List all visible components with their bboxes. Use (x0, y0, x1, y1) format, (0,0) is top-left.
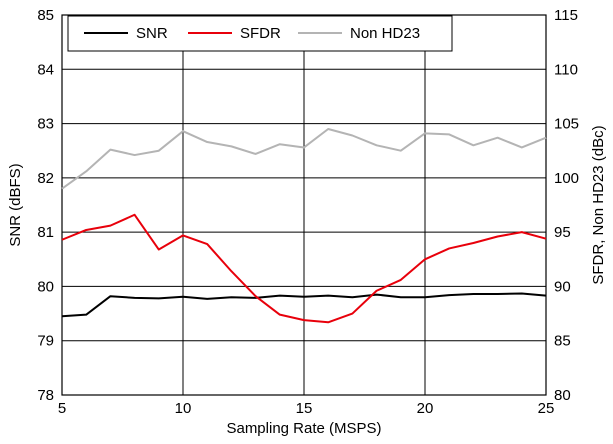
legend: SNR SFDR Non HD23 (67, 15, 453, 52)
y-left-tick-label: 81 (37, 224, 54, 241)
grid (61, 14, 547, 396)
series-lines (61, 128, 547, 324)
x-tick-label: 20 (417, 400, 434, 417)
legend-label-sfdr: SFDR (240, 25, 281, 42)
y-left-tick-label: 82 (37, 170, 54, 187)
axis-ticks: 78 79 80 81 82 83 84 85 80 85 90 95 100 105 110 115 5 10 1… (37, 7, 579, 417)
y-right-tick-label: 95 (554, 224, 571, 241)
y-left-tick-label: 80 (37, 278, 54, 295)
series-line-snr (61, 292, 547, 318)
legend-label-non-hd23: Non HD23 (350, 25, 420, 42)
y-right-tick-label: 100 (554, 170, 579, 187)
series-line-non-hd23 (61, 128, 547, 190)
y-left-tick-label: 85 (37, 7, 54, 24)
y-left-tick-label: 83 (37, 116, 54, 133)
y-left-tick-label: 84 (37, 61, 54, 78)
y-axis-right-title: SFDR, Non HD23 (dBc) (590, 125, 607, 284)
y-axis-left-title: SNR (dBFS) (7, 163, 24, 246)
x-tick-label: 5 (58, 400, 66, 417)
x-axis-title: Sampling Rate (MSPS) (226, 420, 381, 437)
series-line-sfdr (61, 213, 547, 324)
y-right-tick-label: 90 (554, 278, 571, 295)
y-left-tick-label: 79 (37, 333, 54, 350)
y-right-tick-label: 110 (554, 61, 578, 78)
y-right-tick-label: 80 (554, 387, 571, 404)
x-tick-label: 25 (538, 400, 555, 417)
y-left-tick-label: 78 (37, 387, 54, 404)
plot-area (61, 14, 547, 396)
x-tick-label: 15 (296, 400, 313, 417)
y-right-tick-label: 85 (554, 333, 571, 350)
x-tick-label: 10 (175, 400, 192, 417)
y-right-tick-label: 115 (554, 7, 578, 24)
y-right-tick-label: 105 (554, 116, 579, 133)
legend-box (67, 15, 453, 52)
legend-label-snr: SNR (136, 25, 168, 42)
